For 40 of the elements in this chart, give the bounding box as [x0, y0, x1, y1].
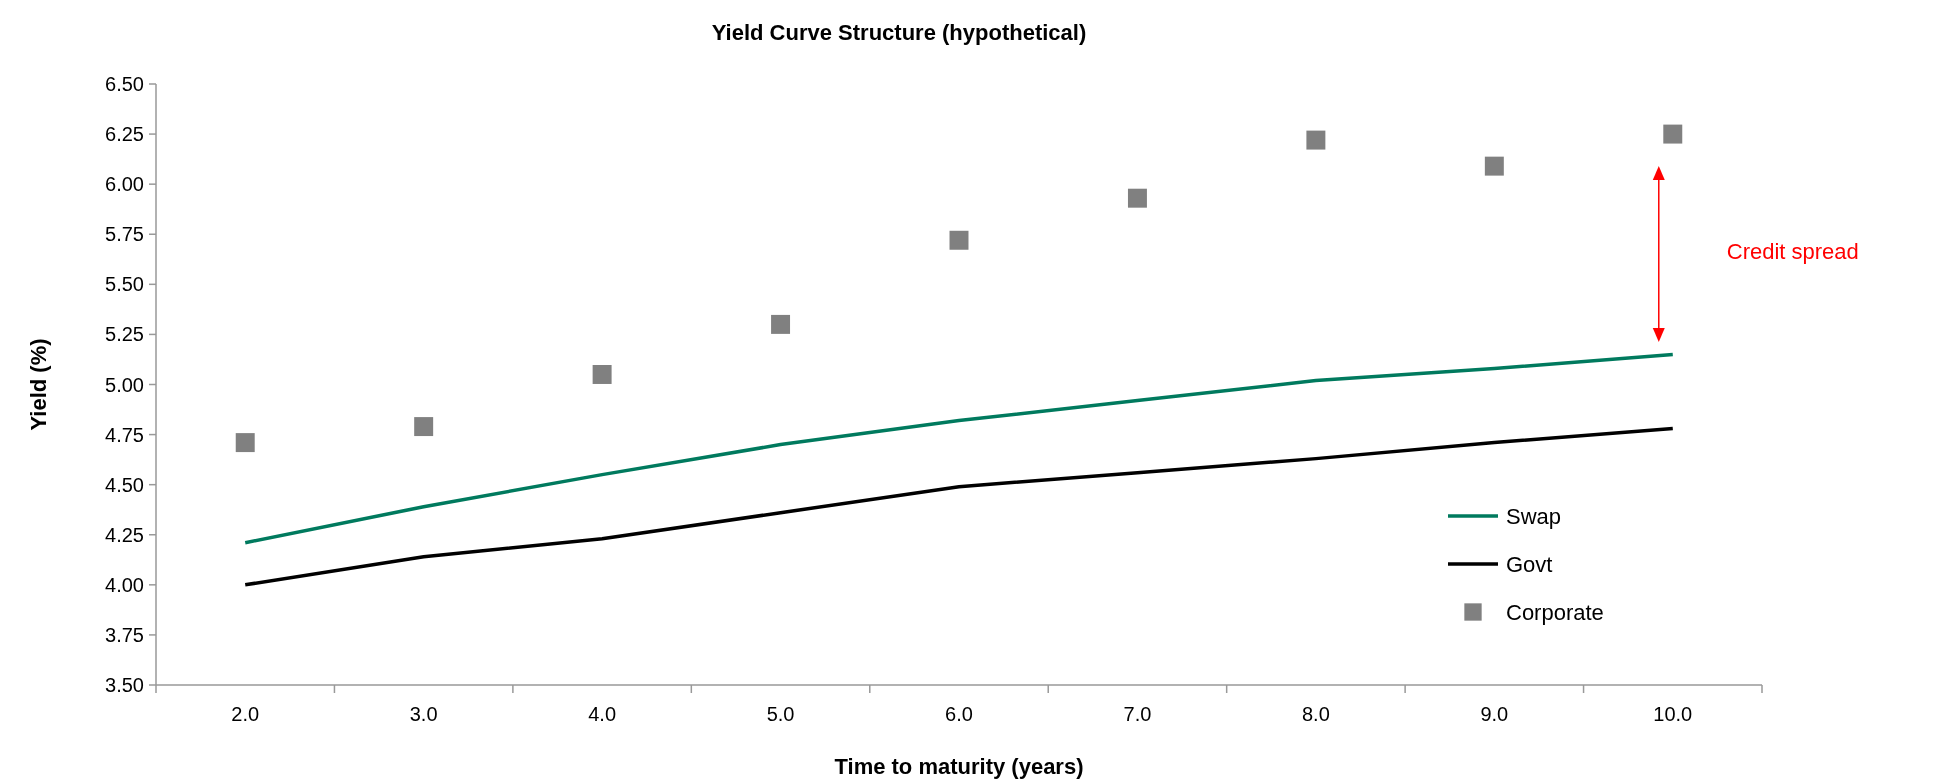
y-tick-label: 5.75 — [105, 223, 144, 246]
point — [1484, 156, 1504, 176]
y-tick-label: 4.50 — [105, 473, 144, 496]
x-tick-label: 6.0 — [945, 703, 973, 725]
point — [1306, 130, 1326, 150]
chart-title: Yield Curve Structure (hypothetical) — [711, 20, 1087, 45]
x-tick-label: 2.0 — [231, 703, 260, 725]
y-axis-title: Yield (%) — [26, 338, 51, 431]
legend-label: Corporate — [1506, 599, 1604, 625]
x-tick-label: 9.0 — [1480, 703, 1509, 725]
y-tick-label: 6.50 — [105, 73, 144, 95]
x-tick-label: 3.0 — [409, 703, 438, 725]
y-tick-label: 5.50 — [105, 273, 144, 296]
point — [949, 230, 969, 250]
x-tick-label: 5.0 — [766, 703, 795, 725]
line-series — [243, 426, 1675, 587]
y-tick-label: 6.25 — [105, 123, 144, 146]
x-tick-label: 7.0 — [1123, 703, 1152, 725]
line-series — [243, 352, 1675, 545]
y-tick-label: 5.00 — [105, 373, 144, 396]
y-tick-label: 5.25 — [105, 323, 144, 346]
x-tick-label: 10.0 — [1653, 703, 1693, 725]
y-tick-label: 4.75 — [105, 423, 144, 446]
point — [235, 433, 255, 453]
point — [414, 417, 434, 437]
annotation: Credit spread — [1726, 238, 1859, 264]
y-tick-label: 4.25 — [105, 523, 144, 546]
x-tick-label: 8.0 — [1301, 703, 1330, 725]
y-tick-label: 3.75 — [105, 623, 144, 646]
legend-label: Govt — [1506, 551, 1553, 577]
legend-label: Swap — [1506, 503, 1562, 529]
y-tick-label: 3.50 — [105, 674, 144, 696]
point — [771, 314, 791, 334]
point — [592, 365, 612, 384]
x-axis-title: Time to maturity (years) — [834, 754, 1084, 779]
point — [1127, 188, 1147, 208]
x-tick-label: 4.0 — [588, 703, 617, 725]
point — [1663, 124, 1683, 144]
y-tick-label: 6.00 — [105, 173, 144, 196]
y-tick-label: 4.00 — [105, 573, 144, 596]
